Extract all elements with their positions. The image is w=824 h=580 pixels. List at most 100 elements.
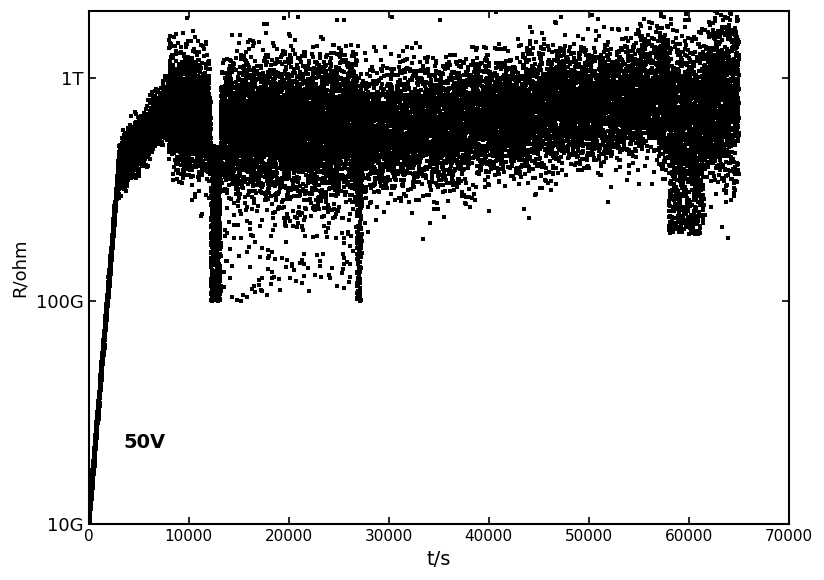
Point bbox=[314, 186, 327, 195]
Point bbox=[258, 190, 271, 199]
Point bbox=[613, 155, 626, 164]
Point bbox=[485, 143, 498, 153]
Point bbox=[105, 249, 118, 258]
Point bbox=[428, 140, 442, 150]
Point bbox=[333, 79, 346, 88]
Point bbox=[108, 213, 121, 223]
Point bbox=[520, 160, 533, 169]
Point bbox=[88, 447, 101, 456]
Point bbox=[147, 115, 161, 125]
Point bbox=[327, 153, 340, 162]
Point bbox=[158, 107, 171, 116]
Point bbox=[337, 151, 350, 160]
Point bbox=[167, 113, 180, 122]
Point bbox=[163, 86, 176, 96]
Point bbox=[391, 147, 404, 157]
Point bbox=[697, 96, 710, 106]
Point bbox=[258, 89, 271, 99]
Point bbox=[142, 128, 155, 137]
Point bbox=[720, 88, 733, 97]
Point bbox=[277, 107, 290, 117]
Point bbox=[262, 92, 275, 101]
Point bbox=[101, 304, 114, 314]
Point bbox=[138, 142, 151, 151]
Point bbox=[536, 91, 549, 100]
Point bbox=[647, 109, 660, 118]
Point bbox=[447, 95, 461, 104]
Point bbox=[676, 142, 689, 151]
Point bbox=[200, 80, 213, 89]
Point bbox=[86, 478, 99, 487]
Point bbox=[730, 49, 743, 58]
Point bbox=[349, 90, 362, 99]
Point bbox=[653, 93, 667, 102]
Point bbox=[497, 122, 510, 132]
Point bbox=[234, 130, 247, 140]
Point bbox=[659, 92, 672, 101]
Point bbox=[343, 106, 356, 115]
Point bbox=[520, 119, 533, 128]
Point bbox=[528, 118, 541, 127]
Point bbox=[542, 137, 555, 146]
Point bbox=[293, 202, 306, 212]
Point bbox=[317, 144, 330, 154]
Point bbox=[724, 96, 737, 106]
Point bbox=[535, 44, 548, 53]
Point bbox=[448, 80, 461, 89]
Point bbox=[261, 67, 274, 76]
Point bbox=[326, 98, 339, 107]
Point bbox=[101, 308, 114, 317]
Point bbox=[720, 70, 733, 79]
Point bbox=[287, 110, 300, 119]
Point bbox=[515, 154, 528, 163]
Point bbox=[362, 138, 375, 147]
Point bbox=[177, 97, 190, 107]
Point bbox=[521, 113, 534, 122]
Point bbox=[241, 141, 255, 150]
Point bbox=[384, 114, 397, 124]
Point bbox=[225, 124, 238, 133]
Point bbox=[337, 234, 350, 243]
Point bbox=[630, 107, 644, 117]
Point bbox=[369, 111, 382, 120]
Point bbox=[312, 130, 325, 140]
Point bbox=[195, 84, 208, 93]
Point bbox=[462, 125, 475, 134]
Point bbox=[162, 101, 175, 110]
Point bbox=[264, 125, 277, 135]
Point bbox=[222, 161, 235, 170]
Point bbox=[172, 102, 185, 111]
Point bbox=[390, 112, 403, 121]
Point bbox=[488, 88, 501, 97]
Point bbox=[105, 256, 118, 265]
Point bbox=[509, 136, 522, 145]
Point bbox=[548, 140, 561, 149]
Point bbox=[556, 119, 569, 129]
Point bbox=[253, 162, 266, 172]
Point bbox=[250, 103, 263, 113]
Point bbox=[117, 170, 130, 179]
Point bbox=[723, 78, 736, 87]
Point bbox=[198, 86, 211, 95]
Point bbox=[444, 145, 457, 154]
Point bbox=[499, 118, 512, 128]
Point bbox=[681, 204, 694, 213]
Point bbox=[108, 204, 121, 213]
Point bbox=[519, 129, 532, 138]
Point bbox=[328, 175, 341, 184]
Point bbox=[670, 213, 683, 223]
Point bbox=[419, 119, 432, 128]
Point bbox=[732, 94, 745, 103]
Point bbox=[168, 119, 181, 129]
Point bbox=[325, 69, 339, 78]
Point bbox=[102, 277, 115, 287]
Point bbox=[207, 252, 220, 261]
Point bbox=[673, 124, 686, 133]
Point bbox=[644, 125, 658, 134]
Point bbox=[444, 118, 457, 128]
Point bbox=[83, 511, 96, 520]
Point bbox=[139, 132, 152, 141]
Point bbox=[215, 83, 228, 92]
Point bbox=[631, 97, 644, 106]
Point bbox=[160, 124, 173, 133]
